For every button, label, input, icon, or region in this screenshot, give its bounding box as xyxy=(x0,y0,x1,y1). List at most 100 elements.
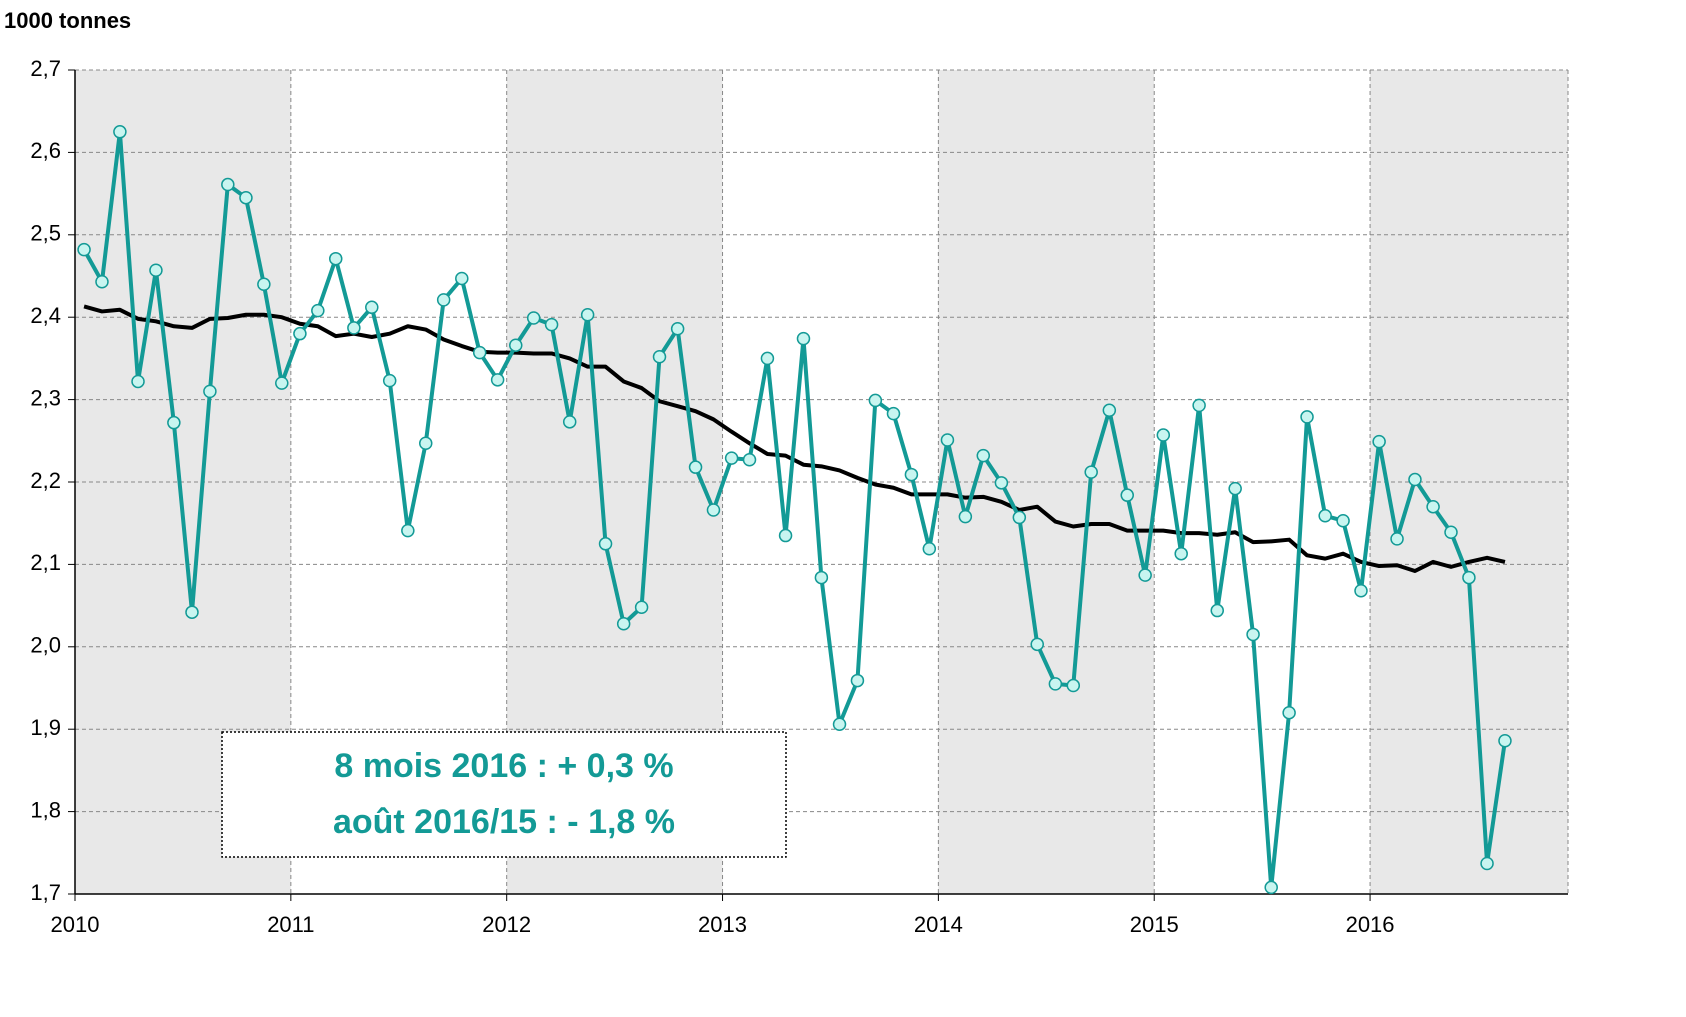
marker xyxy=(1120,488,1134,502)
marker xyxy=(616,616,631,631)
marker xyxy=(509,338,523,352)
marker xyxy=(401,523,415,538)
series-line xyxy=(83,304,1506,573)
annotation: août 2016/15 : - 1,8 % xyxy=(333,803,675,841)
y-tick-label: 1,8 xyxy=(30,797,61,822)
marker xyxy=(1066,678,1081,693)
marker xyxy=(1408,472,1422,487)
annotation: 8 mois 2016 : + 0,3 % xyxy=(334,747,673,785)
marker xyxy=(167,415,181,430)
marker xyxy=(382,373,397,388)
marker xyxy=(1390,532,1404,546)
marker xyxy=(1480,856,1494,871)
y-tick-label: 2,5 xyxy=(30,221,61,246)
marker xyxy=(868,393,883,408)
marker xyxy=(1030,637,1044,652)
marker xyxy=(940,433,955,447)
marker xyxy=(1246,627,1260,642)
marker xyxy=(886,406,901,421)
marker xyxy=(221,177,235,192)
marker xyxy=(544,317,559,332)
marker xyxy=(311,303,325,318)
marker xyxy=(239,190,253,205)
marker xyxy=(328,251,343,266)
x-tick-label: 2016 xyxy=(1346,912,1395,937)
marker xyxy=(742,453,757,467)
marker xyxy=(958,509,973,524)
x-tick-label: 2012 xyxy=(482,912,531,937)
marker xyxy=(688,460,703,474)
marker xyxy=(796,331,811,346)
series-line xyxy=(82,129,1507,890)
marker xyxy=(436,293,451,307)
marker xyxy=(904,467,919,482)
marker xyxy=(113,125,127,139)
marker xyxy=(1084,465,1098,479)
marker xyxy=(1318,509,1332,523)
marker xyxy=(1138,568,1152,582)
annotation-box xyxy=(221,731,787,858)
marker xyxy=(1174,546,1188,561)
marker xyxy=(724,451,739,465)
marker xyxy=(1156,428,1171,442)
marker xyxy=(275,376,289,390)
y-tick-label: 1,9 xyxy=(30,715,61,740)
marker xyxy=(706,503,721,517)
y-tick-label: 2,2 xyxy=(30,468,61,493)
marker xyxy=(1462,570,1476,585)
marker xyxy=(490,373,505,387)
marker xyxy=(1102,403,1117,418)
marker xyxy=(562,415,577,429)
marker xyxy=(1264,880,1278,895)
y-tick-label: 2,7 xyxy=(30,56,61,81)
marker xyxy=(131,374,145,389)
y-tick-label: 2,1 xyxy=(30,550,61,575)
marker xyxy=(634,600,649,614)
marker xyxy=(293,326,307,341)
marker xyxy=(1372,434,1386,449)
x-tick-label: 2010 xyxy=(51,912,100,937)
marker xyxy=(185,605,199,619)
marker xyxy=(365,300,379,315)
marker xyxy=(77,242,91,257)
marker xyxy=(778,528,793,543)
marker xyxy=(203,384,217,399)
marker xyxy=(922,541,937,556)
y-axis-label: 1000 tonnes xyxy=(4,8,131,33)
marker xyxy=(149,263,163,277)
marker xyxy=(1498,733,1512,748)
x-tick-label: 2014 xyxy=(914,912,963,937)
marker xyxy=(1354,584,1368,598)
marker xyxy=(1282,705,1296,720)
marker xyxy=(1048,677,1063,691)
marker xyxy=(472,345,487,360)
marker xyxy=(976,448,991,463)
marker xyxy=(1300,410,1314,424)
x-tick-label: 2015 xyxy=(1130,912,1179,937)
x-tick-label: 2013 xyxy=(698,912,747,937)
marker xyxy=(850,673,865,688)
marker xyxy=(814,570,829,585)
marker xyxy=(455,271,469,286)
marker xyxy=(526,311,541,325)
y-tick-label: 2,6 xyxy=(30,138,61,163)
marker xyxy=(652,350,667,364)
marker xyxy=(1210,603,1225,618)
marker xyxy=(257,277,271,291)
marker xyxy=(1444,525,1458,540)
y-tick-label: 2,0 xyxy=(30,633,61,658)
x-tick-label: 2011 xyxy=(267,912,314,937)
marker xyxy=(418,436,433,451)
y-tick-label: 2,3 xyxy=(30,385,61,410)
marker xyxy=(95,275,109,289)
marker xyxy=(580,307,595,322)
marker xyxy=(347,321,361,335)
y-tick-label: 1,7 xyxy=(30,880,61,905)
marker xyxy=(994,476,1009,490)
y-tick-label: 2,4 xyxy=(30,303,61,328)
marker xyxy=(832,717,847,732)
marker xyxy=(598,537,613,551)
marker xyxy=(1192,398,1206,413)
